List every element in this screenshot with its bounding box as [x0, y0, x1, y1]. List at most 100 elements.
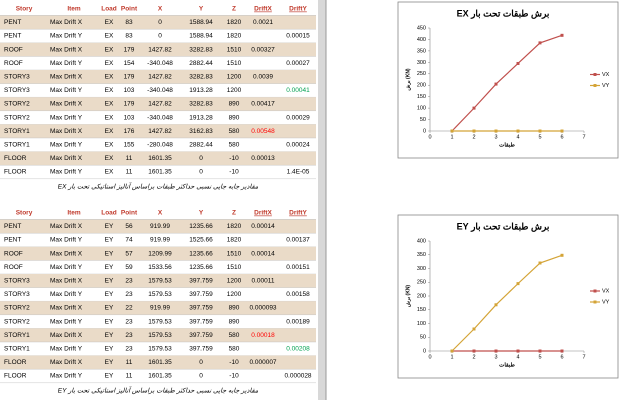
- cell: 1588.94: [189, 33, 213, 40]
- cell: 1510: [227, 46, 242, 53]
- cell: 0.000093: [249, 305, 276, 312]
- cell: 2882.44: [189, 60, 213, 67]
- marker: [450, 349, 454, 353]
- cell: 0.00158: [286, 291, 310, 298]
- x-tick-label: 5: [538, 354, 541, 360]
- cell: 11: [126, 155, 133, 162]
- cell: STORY2: [4, 114, 30, 121]
- cell: 83: [125, 33, 133, 40]
- cell: -340.048: [147, 60, 173, 67]
- cell: 0.00189: [286, 318, 310, 325]
- cell: 0.00024: [286, 142, 310, 149]
- x-tick-label: 6: [560, 354, 563, 360]
- cell: Max Drift Y: [50, 60, 83, 67]
- cell: 179: [124, 74, 135, 81]
- cell: 0.00151: [286, 264, 310, 271]
- cell: 23: [125, 318, 133, 325]
- cell: 0: [199, 155, 203, 162]
- x-tick-label: 2: [472, 354, 475, 360]
- cell: EX: [105, 128, 114, 135]
- row-shade: [0, 219, 316, 234]
- column-header: Load: [101, 210, 117, 217]
- cell: 1820: [227, 237, 242, 244]
- marker: [472, 106, 476, 110]
- marker: [516, 349, 520, 353]
- cell: 56: [125, 223, 133, 230]
- column-header: Item: [67, 6, 81, 13]
- cell: Max Drift Y: [50, 373, 83, 380]
- cell: 397.759: [189, 346, 213, 353]
- cell: -340.048: [147, 114, 173, 121]
- row-shade: [0, 70, 316, 84]
- legend-label: VX: [602, 72, 610, 78]
- cell: 179: [124, 101, 135, 108]
- marker: [494, 303, 498, 307]
- cell: 1510: [227, 264, 242, 271]
- chart-frame: [397, 1, 619, 159]
- legend-label: VX: [602, 288, 610, 294]
- cell: ROOF: [4, 250, 23, 257]
- cell: 1427.82: [148, 128, 172, 135]
- cell: STORY2: [4, 101, 30, 108]
- column-header: X: [158, 210, 163, 217]
- column-header: Point: [121, 6, 138, 13]
- cell: 919.99: [150, 237, 170, 244]
- x-tick-label: 0: [428, 134, 431, 140]
- cell: Max Drift Y: [50, 264, 83, 271]
- cell: 0.00029: [286, 114, 310, 121]
- marker: [516, 282, 520, 286]
- column-header: DriftY: [289, 210, 307, 217]
- cell: 890: [229, 114, 240, 121]
- cell: 1588.94: [189, 19, 213, 26]
- cell: 890: [229, 305, 240, 312]
- y-tick-label: 250: [417, 71, 426, 77]
- x-tick-label: 1: [450, 134, 453, 140]
- y-tick-label: 100: [417, 321, 426, 327]
- row-shade: [0, 124, 316, 138]
- y-tick-label: 450: [417, 25, 426, 31]
- x-tick-label: 6: [560, 134, 563, 140]
- y-tick-label: 50: [420, 117, 426, 123]
- cell: ROOF: [4, 264, 23, 271]
- cell: 0: [199, 359, 203, 366]
- x-tick-label: 4: [516, 134, 519, 140]
- cell: EY: [105, 346, 114, 353]
- cell: 11: [126, 169, 133, 176]
- cell: 74: [125, 237, 133, 244]
- cell: Max Drift X: [50, 332, 83, 339]
- cell: Max Drift X: [50, 278, 83, 285]
- cell: Max Drift Y: [50, 237, 83, 244]
- column-header: Point: [121, 210, 138, 217]
- column-header: DriftY: [289, 6, 307, 13]
- cell: 154: [124, 60, 135, 67]
- cell: 397.759: [189, 305, 213, 312]
- column-header: Item: [67, 210, 81, 217]
- y-tick-label: 200: [417, 293, 426, 299]
- column-header: Story: [16, 6, 33, 13]
- cell: Max Drift Y: [50, 114, 83, 121]
- marker: [450, 129, 454, 133]
- y-axis-label: برش (KN): [405, 68, 411, 91]
- legend-marker: [593, 84, 597, 87]
- x-tick-label: 3: [494, 354, 497, 360]
- cell: 83: [125, 19, 133, 26]
- y-tick-label: 100: [417, 106, 426, 112]
- cell: 397.759: [189, 278, 213, 285]
- cell: 11: [126, 373, 133, 380]
- cell: 1200: [227, 278, 242, 285]
- cell: EX: [105, 60, 114, 67]
- y-tick-label: 50: [420, 335, 426, 341]
- marker: [494, 82, 498, 86]
- cell: STORY2: [4, 305, 30, 312]
- cell: -280.048: [147, 142, 173, 149]
- cell: PENT: [4, 33, 21, 40]
- cell: 1820: [227, 223, 242, 230]
- cell: 0.00208: [286, 346, 310, 353]
- cell: 1235.66: [189, 264, 213, 271]
- cell: ROOF: [4, 60, 23, 67]
- cell: STORY1: [4, 346, 30, 353]
- chart-title: برش طبقات تحت بار EY: [457, 221, 550, 232]
- legend-marker: [593, 289, 597, 293]
- cell: 1820: [227, 19, 242, 26]
